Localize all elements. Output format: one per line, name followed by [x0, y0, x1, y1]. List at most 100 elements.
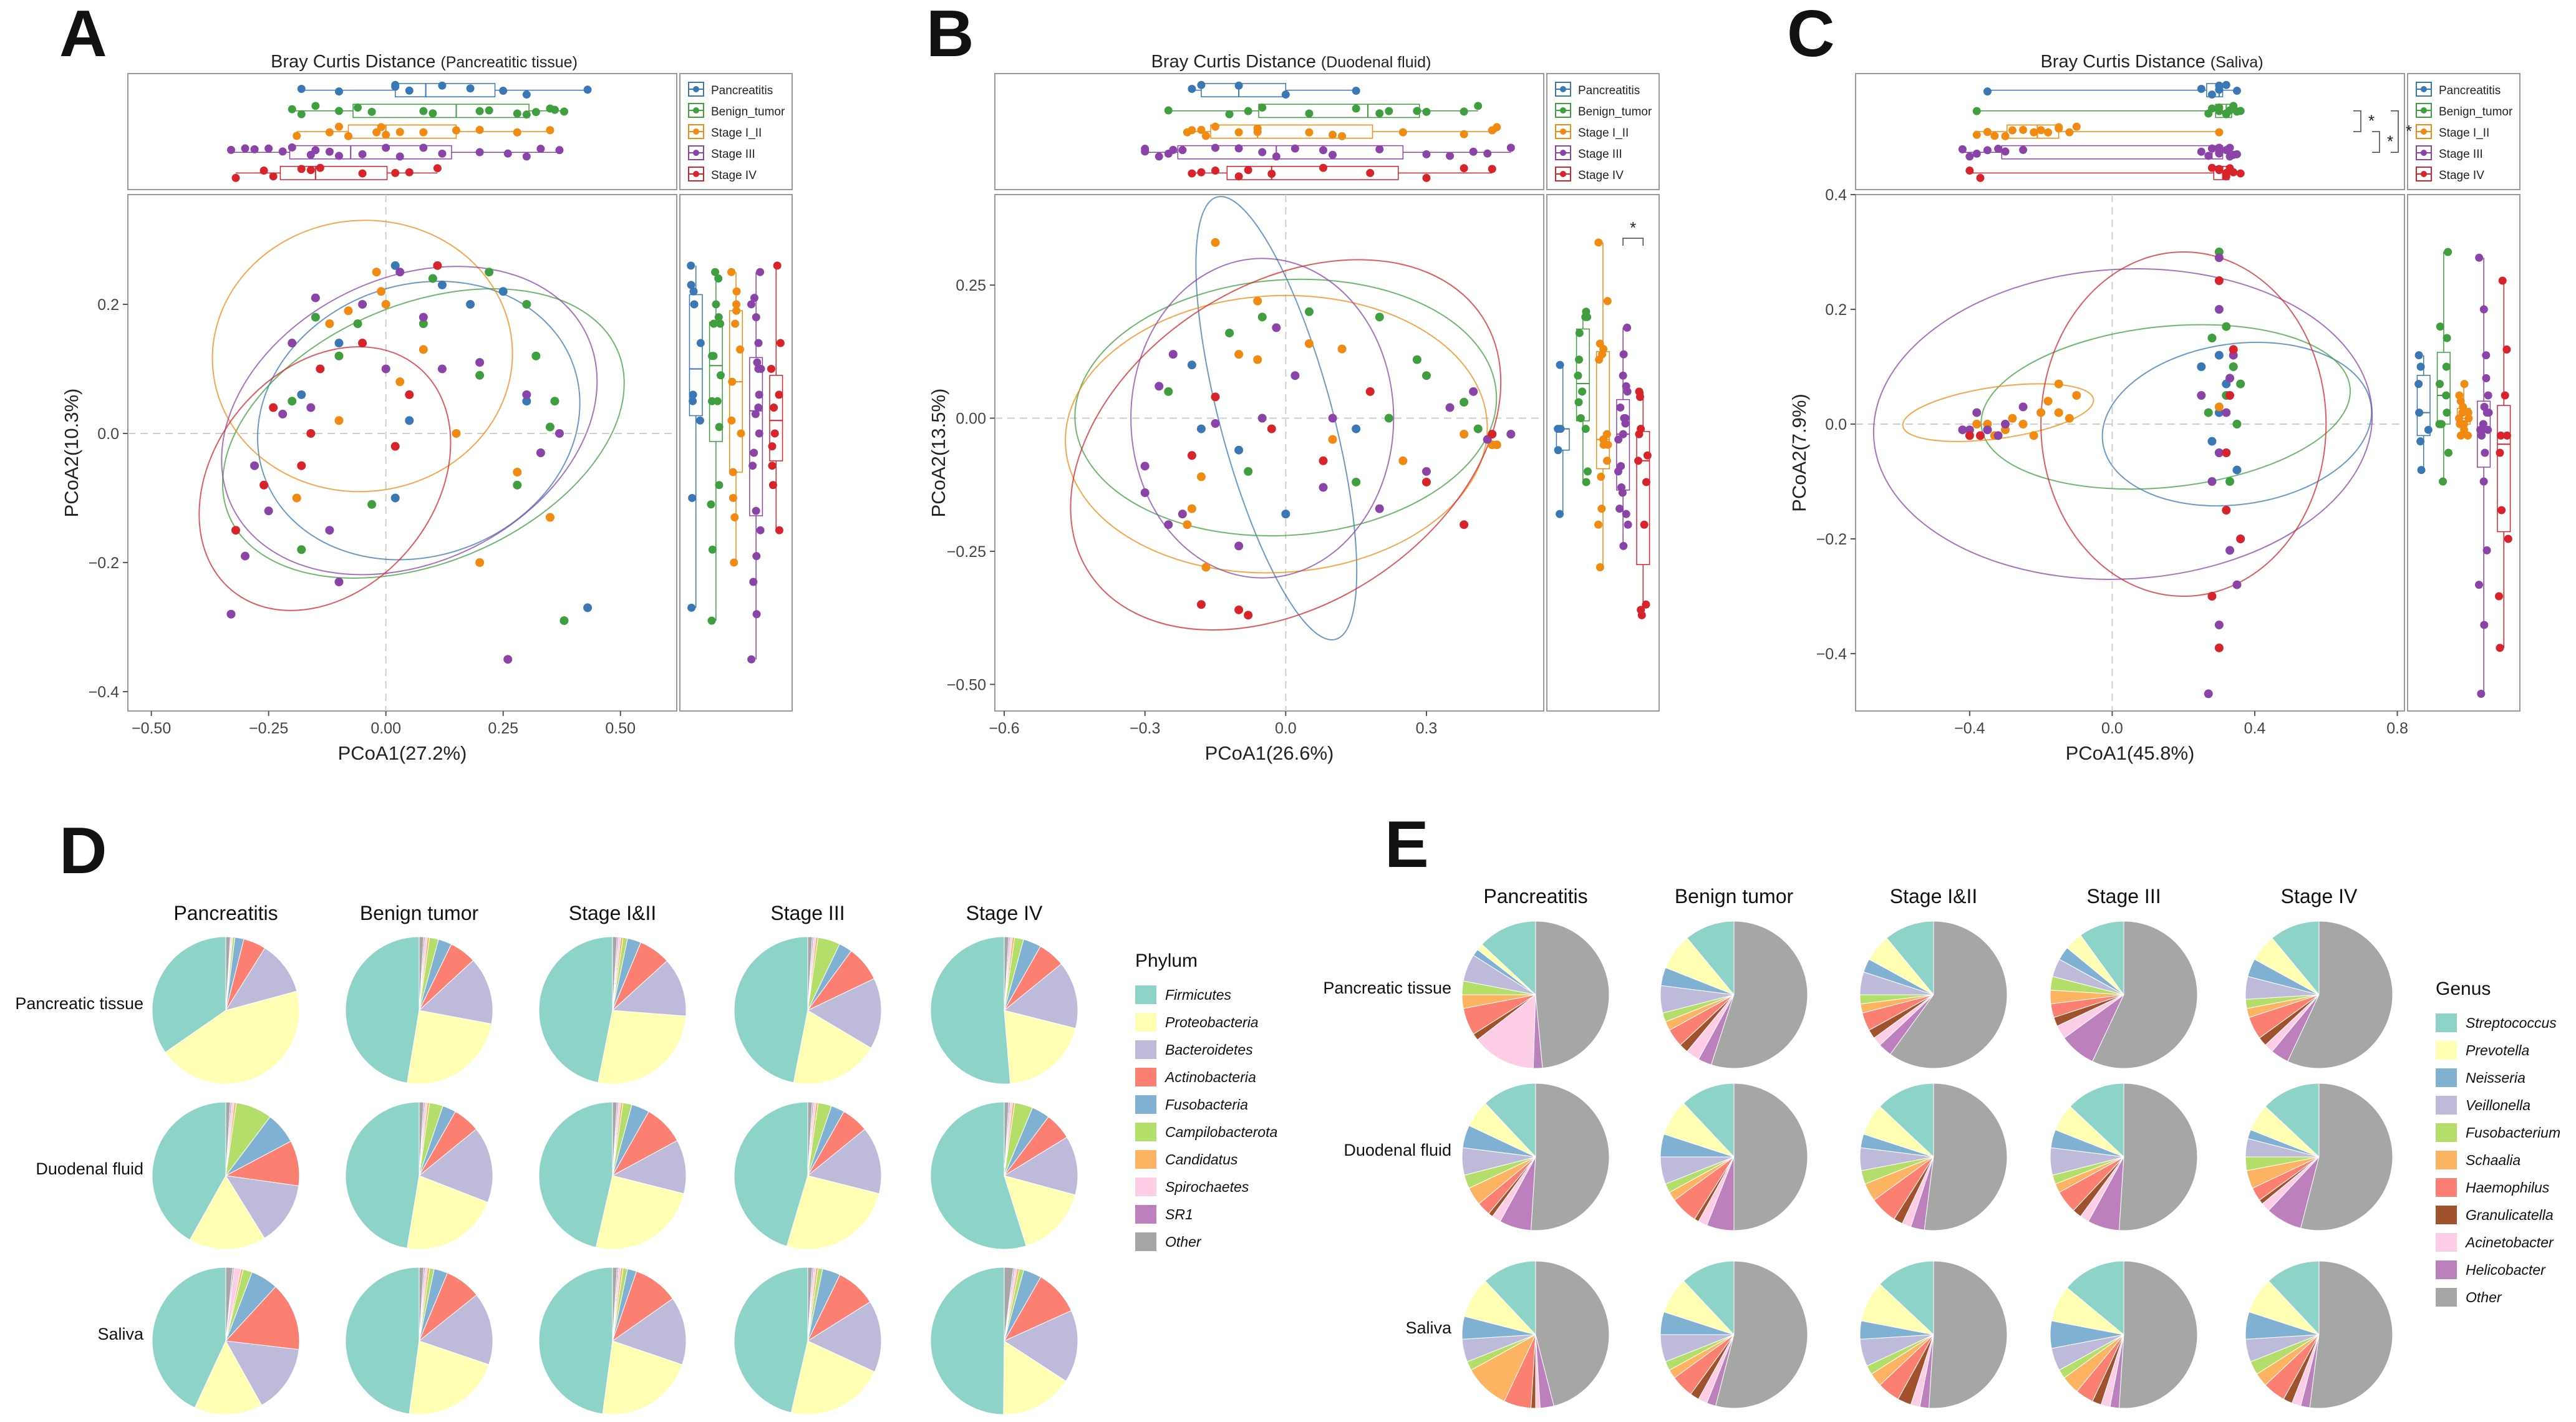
data-point	[503, 655, 513, 664]
jitter-point	[1188, 84, 1196, 93]
x-tick-label: 0.3	[1416, 720, 1438, 737]
pie-panel-d: D Pancreatitis Benign tumor Stage I&II Stage…	[15, 814, 1277, 1415]
pie-slice	[152, 1101, 226, 1241]
data-point	[1460, 430, 1469, 439]
jitter-point	[306, 150, 315, 159]
jitter-point	[1574, 371, 1582, 380]
jitter-point	[696, 339, 705, 347]
jitter-point	[531, 108, 540, 117]
jitter-point	[395, 128, 404, 137]
legend-title: Genus	[2436, 979, 2491, 999]
legend-swatch	[2436, 1260, 2457, 1279]
y-axis-label: PCoA2(7.9%)	[1788, 394, 1810, 512]
data-point	[1328, 414, 1337, 423]
jitter-point	[1460, 164, 1468, 173]
data-point	[1421, 477, 1431, 486]
legend-label: Granulicatella	[2466, 1207, 2554, 1223]
pie-slice	[1003, 1276, 1072, 1342]
jitter-point	[2482, 374, 2491, 382]
jitter-point	[1267, 170, 1276, 178]
pie-slice	[1535, 921, 1610, 1069]
row-label: Pancreatic tissue	[1323, 979, 1451, 997]
data-point	[1375, 504, 1384, 513]
jitter-point	[716, 371, 725, 380]
jitter-point	[2484, 425, 2492, 434]
pie-slice	[225, 1286, 300, 1350]
jitter-point	[756, 526, 765, 534]
data-point	[358, 299, 367, 309]
data-point	[2236, 534, 2245, 543]
jitter-point	[503, 149, 512, 158]
legend-swatch	[2436, 1151, 2457, 1169]
data-point	[2029, 431, 2038, 440]
pie-slice	[2300, 1083, 2393, 1231]
data-point	[1253, 355, 1262, 364]
jitter-point	[1319, 146, 1327, 155]
x-tick-label: 0.8	[2386, 720, 2408, 737]
jitter-point	[2414, 351, 2423, 360]
pie-slice	[2070, 1083, 2124, 1158]
jitter-point	[1597, 472, 1605, 481]
legend-swatch	[1135, 1123, 1156, 1141]
data-point	[475, 370, 485, 380]
data-point	[2214, 643, 2224, 652]
jitter-point	[1352, 104, 1360, 113]
jitter-point	[768, 481, 777, 490]
jitter-point	[2232, 87, 2241, 95]
pie-panel-e: E Pancreatitis Benign tumor Stage I&II Stage…	[1323, 808, 2560, 1409]
data-point	[2036, 408, 2046, 417]
column-header: Stage I&II	[569, 902, 657, 924]
data-point	[2072, 391, 2081, 400]
jitter-point	[1352, 87, 1360, 95]
jitter-point	[752, 506, 760, 515]
legend-label: Spirochaetes	[1165, 1179, 1249, 1195]
jitter-point	[419, 107, 428, 115]
data-point	[226, 609, 236, 619]
legend-swatch	[1135, 1095, 1156, 1114]
jitter-point	[344, 132, 353, 140]
confidence-ellipse	[1074, 278, 1498, 537]
jitter-point	[1398, 128, 1407, 137]
data-point	[259, 480, 269, 490]
jitter-point	[1637, 425, 1645, 433]
panel-title: Bray Curtis Distance (Duodenal fluid)	[1151, 52, 1431, 72]
legend-swatch	[1135, 985, 1156, 1004]
jitter-point	[259, 167, 268, 175]
pie-slice	[2119, 1083, 2198, 1231]
jitter-point	[775, 390, 783, 399]
pie-slice	[2092, 921, 2198, 1069]
pie-slice	[1004, 1267, 1014, 1342]
y-tick-label: −0.4	[89, 684, 119, 701]
boxplot-box	[1201, 83, 1287, 97]
jitter-point	[2477, 689, 2486, 698]
pie-slice	[2080, 921, 2124, 996]
data-point	[2054, 379, 2063, 389]
legend-label: Pancreatitis	[2439, 84, 2501, 97]
jitter-point	[2459, 402, 2467, 411]
pie-slice	[1004, 1010, 1077, 1085]
jitter-point	[749, 578, 758, 586]
data-point	[545, 422, 554, 432]
jitter-point	[2460, 420, 2469, 428]
jitter-point	[1197, 80, 1206, 89]
jitter-point	[2416, 362, 2425, 371]
legend-key-point	[693, 150, 699, 156]
legend-label: Proteobacteria	[1165, 1014, 1259, 1030]
jitter-point	[1972, 149, 1981, 158]
pie-slice	[2287, 921, 2393, 1069]
legend-swatch	[1135, 1013, 1156, 1032]
jitter-point	[756, 268, 765, 276]
jitter-point	[2479, 477, 2488, 486]
pie-slice	[345, 1267, 420, 1415]
legend-key-point	[1560, 86, 1566, 92]
jitter-point	[2416, 437, 2425, 446]
y-axis-label: PCoA2(13.5%)	[927, 389, 949, 518]
legend-label: Benign_tumor	[711, 105, 785, 119]
jitter-point	[1375, 145, 1384, 153]
boxplot-box	[279, 166, 388, 180]
jitter-point	[405, 86, 414, 95]
jitter-point	[297, 110, 306, 119]
x-tick-label: −0.25	[249, 720, 288, 737]
data-point	[1972, 408, 1982, 417]
row-label: Duodenal fluid	[36, 1159, 143, 1178]
